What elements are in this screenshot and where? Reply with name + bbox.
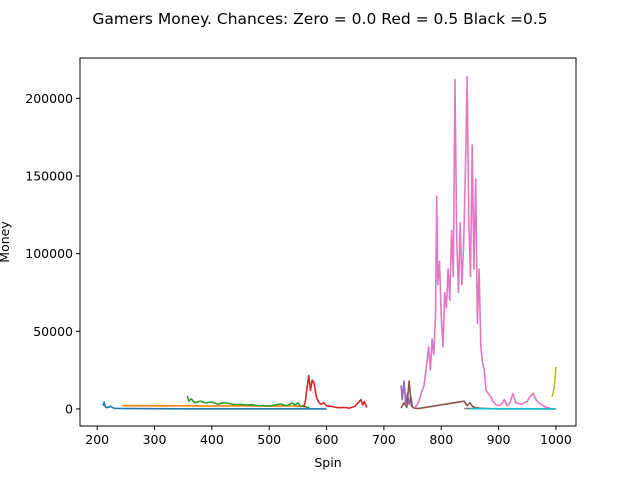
x-tick-label: 700 <box>372 432 396 447</box>
y-axis-label: Money <box>0 221 12 263</box>
series-line-8 <box>551 366 557 397</box>
chart-title: Gamers Money. Chances: Zero = 0.0 Red = … <box>92 10 547 28</box>
x-tick-label: 400 <box>200 432 224 447</box>
x-tick-label: 800 <box>429 432 453 447</box>
x-tick-label: 500 <box>257 432 281 447</box>
x-tick-label: 1000 <box>540 432 572 447</box>
y-axis: 0 50000 100000 150000 200000 <box>25 91 80 416</box>
plot-frame <box>79 57 577 427</box>
plot-lines <box>102 75 557 410</box>
series-line-2 <box>186 395 310 409</box>
y-tick-label: 50000 <box>33 324 73 339</box>
y-tick-label: 200000 <box>25 91 73 106</box>
series-line-5 <box>400 380 488 410</box>
series-line-3 <box>302 374 368 409</box>
y-tick-label: 100000 <box>25 246 73 261</box>
x-axis: 200 300 400 500 600 700 800 900 1000 <box>85 426 572 447</box>
y-tick-label: 150000 <box>25 169 73 184</box>
y-tick-label: 0 <box>65 401 73 416</box>
series-line-0 <box>102 401 327 410</box>
series-line-6 <box>414 75 551 409</box>
x-tick-label: 200 <box>85 432 109 447</box>
x-tick-label: 300 <box>143 432 167 447</box>
x-tick-label: 900 <box>487 432 511 447</box>
x-tick-label: 600 <box>315 432 339 447</box>
x-axis-label: Spin <box>314 455 341 470</box>
